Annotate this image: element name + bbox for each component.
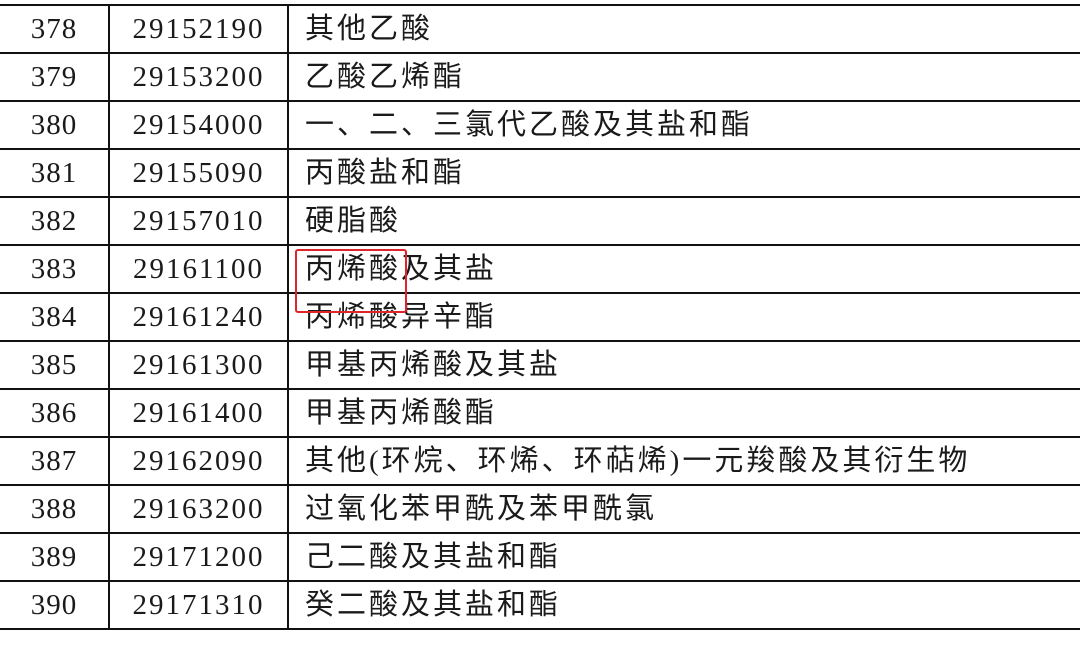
table-row: 379 29153200 乙酸乙烯酯	[0, 52, 1080, 102]
row-index: 386	[0, 388, 110, 438]
row-index: 387	[0, 436, 110, 486]
row-code: 29161300	[108, 340, 289, 390]
row-index: 378	[0, 4, 110, 54]
table-row: 386 29161400 甲基丙烯酸酯	[0, 388, 1080, 438]
table-row: 385 29161300 甲基丙烯酸及其盐	[0, 340, 1080, 390]
row-index: 384	[0, 292, 110, 342]
row-name: 硬脂酸	[287, 196, 1080, 246]
row-name: 丙烯酸及其盐	[287, 244, 1080, 294]
row-name: 癸二酸及其盐和酯	[287, 580, 1080, 630]
table-row: 389 29171200 己二酸及其盐和酯	[0, 532, 1080, 582]
row-code: 29154000	[108, 100, 289, 150]
row-name: 己二酸及其盐和酯	[287, 532, 1080, 582]
table-row: 384 29161240 丙烯酸异辛酯	[0, 292, 1080, 342]
row-code: 29171200	[108, 532, 289, 582]
row-index: 382	[0, 196, 110, 246]
row-name: 乙酸乙烯酯	[287, 52, 1080, 102]
row-code: 29171310	[108, 580, 289, 630]
row-index: 388	[0, 484, 110, 534]
row-code: 29161400	[108, 388, 289, 438]
row-code: 29161100	[108, 244, 289, 294]
row-index: 390	[0, 580, 110, 630]
row-code: 29162090	[108, 436, 289, 486]
row-index: 389	[0, 532, 110, 582]
table-row: 387 29162090 其他(环烷、环烯、环萜烯)一元羧酸及其衍生物	[0, 436, 1080, 486]
row-index: 385	[0, 340, 110, 390]
row-index: 380	[0, 100, 110, 150]
row-name: 甲基丙烯酸酯	[287, 388, 1080, 438]
row-code: 29155090	[108, 148, 289, 198]
row-index: 383	[0, 244, 110, 294]
row-code: 29163200	[108, 484, 289, 534]
table-row: 380 29154000 一、二、三氯代乙酸及其盐和酯	[0, 100, 1080, 150]
product-table: 378 29152190 其他乙酸 379 29153200 乙酸乙烯酯 380 291540…	[0, 4, 1080, 630]
row-name: 一、二、三氯代乙酸及其盐和酯	[287, 100, 1080, 150]
row-name: 其他(环烷、环烯、环萜烯)一元羧酸及其衍生物	[287, 436, 1080, 486]
row-name: 甲基丙烯酸及其盐	[287, 340, 1080, 390]
row-name: 其他乙酸	[287, 4, 1080, 54]
row-name: 丙烯酸异辛酯	[287, 292, 1080, 342]
table-row: 378 29152190 其他乙酸	[0, 4, 1080, 54]
row-index: 379	[0, 52, 110, 102]
table-row: 381 29155090 丙酸盐和酯	[0, 148, 1080, 198]
row-code: 29152190	[108, 4, 289, 54]
table-row: 382 29157010 硬脂酸	[0, 196, 1080, 246]
table-row: 388 29163200 过氧化苯甲酰及苯甲酰氯	[0, 484, 1080, 534]
row-code: 29161240	[108, 292, 289, 342]
table-row: 383 29161100 丙烯酸及其盐	[0, 244, 1080, 294]
row-code: 29153200	[108, 52, 289, 102]
row-name: 丙酸盐和酯	[287, 148, 1080, 198]
row-code: 29157010	[108, 196, 289, 246]
row-name: 过氧化苯甲酰及苯甲酰氯	[287, 484, 1080, 534]
row-index: 381	[0, 148, 110, 198]
table-row: 390 29171310 癸二酸及其盐和酯	[0, 580, 1080, 630]
